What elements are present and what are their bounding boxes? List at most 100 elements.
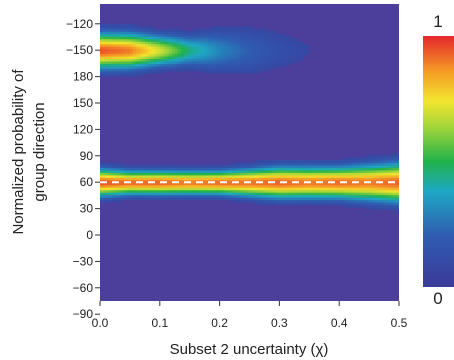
heatmap-cell bbox=[237, 33, 242, 37]
heatmap-cell bbox=[246, 48, 251, 52]
heatmap-cell bbox=[171, 63, 176, 67]
heatmap-cell bbox=[360, 159, 364, 164]
heatmap-cell bbox=[354, 164, 358, 168]
heatmap-cell bbox=[255, 63, 260, 67]
heatmap-cell bbox=[123, 53, 128, 57]
heatmap-cell bbox=[132, 43, 137, 47]
heatmap-cell bbox=[213, 46, 218, 50]
heatmap-cell bbox=[231, 53, 236, 57]
heatmap-cell bbox=[231, 194, 236, 198]
heatmap-cell bbox=[228, 194, 233, 198]
heatmap-cell bbox=[231, 189, 236, 193]
heatmap-cell bbox=[156, 184, 161, 188]
heatmap-cell bbox=[387, 169, 391, 173]
heatmap-cell bbox=[363, 189, 367, 193]
heatmap-cell bbox=[168, 41, 173, 45]
heatmap-cell bbox=[216, 63, 221, 67]
heatmap-cell bbox=[303, 182, 307, 186]
x-tick-label: 0.0 bbox=[92, 316, 109, 330]
heatmap-cell bbox=[279, 197, 283, 201]
heatmap-cell bbox=[216, 38, 221, 42]
heatmap-cell bbox=[300, 162, 304, 166]
heatmap-cell bbox=[318, 199, 322, 203]
heatmap-cell bbox=[120, 184, 125, 188]
heatmap-cell bbox=[174, 55, 179, 60]
heatmap-cell bbox=[108, 26, 113, 30]
heatmap-cell bbox=[123, 167, 128, 171]
heatmap-cell bbox=[204, 184, 209, 188]
x-tick-label: 0.2 bbox=[211, 316, 228, 330]
heatmap-cell bbox=[126, 172, 131, 176]
heatmap-cell bbox=[138, 65, 143, 69]
heatmap-cell bbox=[327, 172, 331, 176]
heatmap-cell bbox=[117, 187, 122, 191]
heatmap-cell bbox=[132, 70, 137, 74]
heatmap-cell bbox=[186, 164, 191, 168]
heatmap-cell bbox=[100, 177, 104, 181]
heatmap-cell bbox=[282, 46, 286, 50]
heatmap-cell bbox=[270, 58, 275, 62]
heatmap-cell bbox=[384, 169, 388, 173]
heatmap-cell bbox=[231, 51, 236, 55]
heatmap-cell bbox=[309, 187, 313, 191]
heatmap-cell bbox=[279, 164, 283, 168]
heatmap-cell bbox=[105, 182, 110, 186]
heatmap-cell bbox=[339, 177, 343, 181]
heatmap-cell bbox=[243, 199, 248, 203]
heatmap-cell bbox=[165, 28, 170, 32]
heatmap-cell bbox=[306, 189, 310, 193]
heatmap-cell bbox=[171, 28, 176, 32]
heatmap-cell bbox=[282, 189, 286, 193]
heatmap-cell bbox=[153, 189, 158, 193]
heatmap-cell bbox=[306, 46, 310, 50]
x-tick-label: 0.4 bbox=[331, 316, 348, 330]
heatmap-cell bbox=[255, 46, 260, 50]
heatmap-cell bbox=[186, 33, 191, 37]
heatmap-cell bbox=[141, 46, 146, 50]
heatmap-cell bbox=[132, 172, 137, 176]
heatmap-cell bbox=[228, 38, 233, 42]
heatmap-cell bbox=[135, 172, 140, 176]
heatmap-cell bbox=[111, 194, 116, 198]
heatmap-cell bbox=[357, 204, 361, 208]
heatmap-cell bbox=[384, 199, 388, 203]
heatmap-cell bbox=[240, 33, 245, 37]
heatmap-cell bbox=[171, 167, 176, 171]
heatmap-cell bbox=[186, 43, 191, 47]
heatmap-cell bbox=[108, 169, 113, 173]
heatmap-cell bbox=[267, 194, 272, 198]
heatmap-cell bbox=[120, 172, 125, 176]
heatmap-cell bbox=[144, 177, 149, 181]
heatmap-cell bbox=[228, 172, 233, 176]
heatmap-cell bbox=[225, 33, 230, 37]
heatmap-cell bbox=[213, 177, 218, 181]
heatmap-cell bbox=[324, 177, 328, 181]
heatmap-cell bbox=[132, 60, 137, 65]
heatmap-cell bbox=[324, 187, 328, 191]
heatmap-cell bbox=[279, 182, 283, 186]
heatmap-cell bbox=[237, 187, 242, 191]
heatmap-cell bbox=[216, 177, 221, 181]
heatmap-cell bbox=[102, 197, 107, 201]
heatmap-cell bbox=[285, 164, 289, 168]
heatmap-cell bbox=[321, 189, 325, 193]
heatmap-cell bbox=[363, 204, 367, 208]
heatmap-cell bbox=[351, 164, 355, 168]
heatmap-cell bbox=[291, 41, 295, 45]
heatmap-cell bbox=[330, 174, 334, 178]
heatmap-cell bbox=[267, 184, 272, 188]
heatmap-cell bbox=[201, 60, 206, 65]
heatmap-cell bbox=[342, 199, 346, 203]
heatmap-cell bbox=[222, 26, 227, 30]
heatmap-cell bbox=[234, 162, 239, 166]
heatmap-cell bbox=[231, 33, 236, 37]
heatmap-cell bbox=[168, 65, 173, 69]
heatmap-cell bbox=[330, 169, 334, 173]
heatmap-cell bbox=[249, 174, 254, 178]
heatmap-cell bbox=[276, 184, 280, 188]
heatmap-cell bbox=[126, 23, 131, 27]
heatmap-cell bbox=[198, 33, 203, 37]
heatmap-cell bbox=[246, 46, 251, 50]
heatmap-cell bbox=[279, 53, 283, 57]
heatmap-cell bbox=[201, 172, 206, 176]
